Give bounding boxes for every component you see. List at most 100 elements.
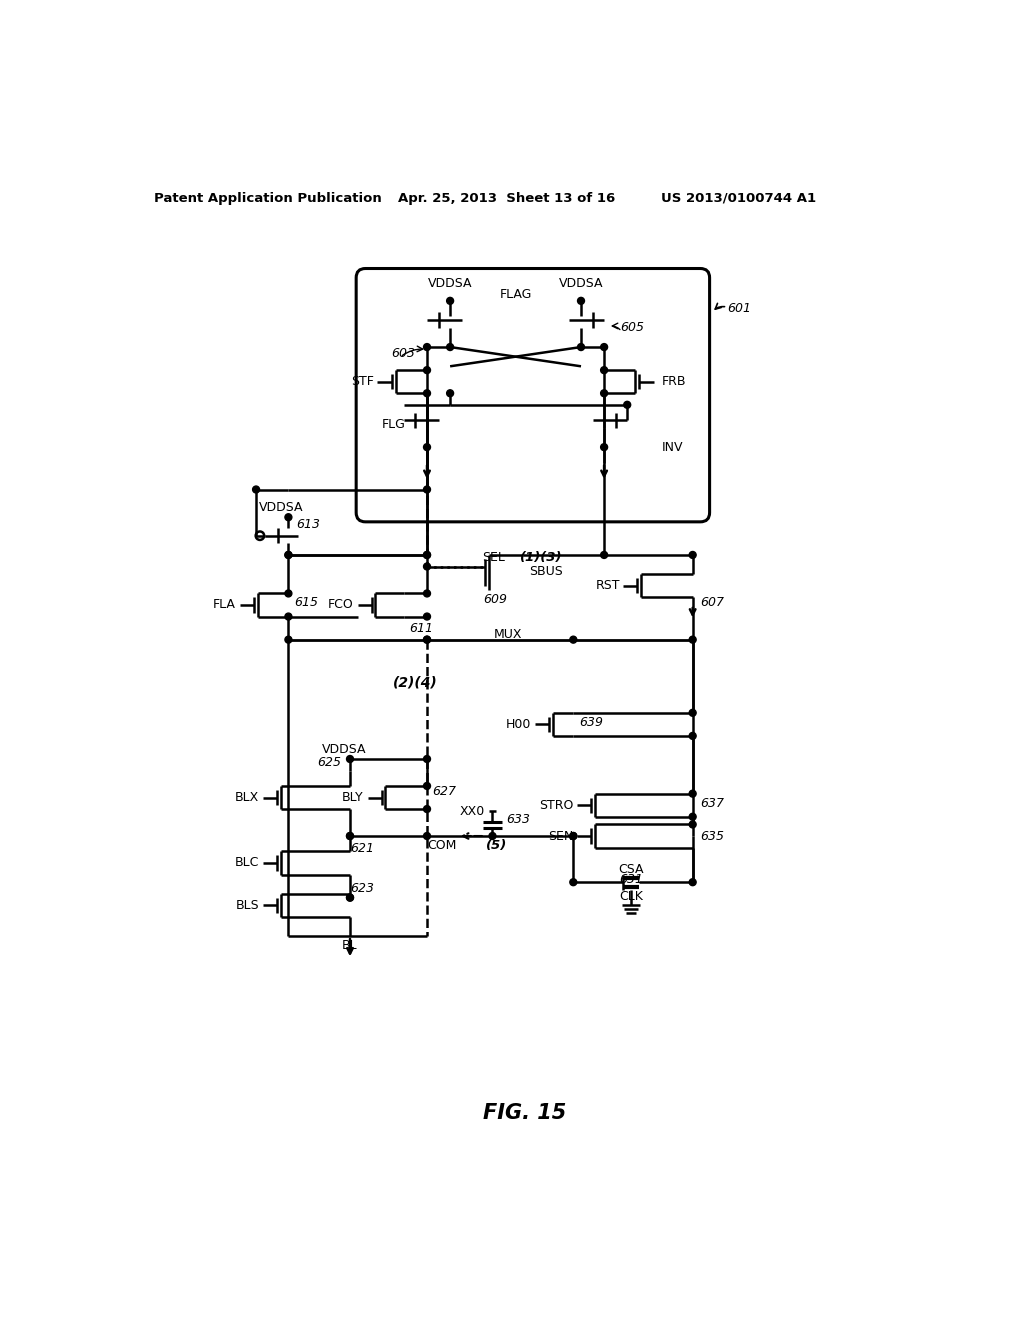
Text: 601: 601 — [727, 302, 752, 315]
Text: 623: 623 — [350, 882, 374, 895]
Text: FLG: FLG — [382, 417, 406, 430]
Circle shape — [569, 833, 577, 840]
Circle shape — [569, 879, 577, 886]
Circle shape — [578, 343, 585, 351]
Circle shape — [424, 389, 430, 397]
Text: STRO: STRO — [539, 799, 573, 812]
Circle shape — [624, 401, 631, 408]
Text: BLX: BLX — [234, 791, 259, 804]
Text: H00: H00 — [506, 718, 531, 731]
Circle shape — [689, 709, 696, 717]
Text: 633: 633 — [506, 813, 530, 825]
Circle shape — [689, 636, 696, 643]
Text: 605: 605 — [621, 321, 644, 334]
Text: 621: 621 — [350, 842, 374, 855]
Circle shape — [424, 783, 430, 789]
Circle shape — [424, 590, 430, 597]
Text: FIG. 15: FIG. 15 — [483, 1104, 566, 1123]
Circle shape — [424, 755, 430, 763]
Text: VDDSA: VDDSA — [559, 277, 603, 289]
Text: STF: STF — [351, 375, 374, 388]
Text: FRB: FRB — [662, 375, 686, 388]
Circle shape — [424, 636, 430, 643]
Text: 603: 603 — [391, 347, 415, 360]
Text: Patent Application Publication: Patent Application Publication — [154, 191, 382, 205]
Circle shape — [424, 564, 430, 570]
Circle shape — [569, 636, 577, 643]
Text: BLC: BLC — [234, 857, 259, 870]
Circle shape — [601, 444, 607, 450]
Text: 627: 627 — [432, 785, 457, 797]
Text: (2)(4): (2)(4) — [393, 675, 438, 689]
Text: 613: 613 — [296, 519, 321, 532]
Circle shape — [285, 612, 292, 620]
Circle shape — [689, 821, 696, 828]
Text: SEL: SEL — [481, 550, 505, 564]
Circle shape — [689, 813, 696, 820]
Circle shape — [689, 791, 696, 797]
Circle shape — [424, 612, 430, 620]
Circle shape — [424, 636, 430, 643]
Circle shape — [601, 552, 607, 558]
Text: XX0: XX0 — [460, 805, 484, 818]
Circle shape — [601, 389, 607, 397]
Text: COM: COM — [427, 838, 457, 851]
Circle shape — [285, 513, 292, 520]
Circle shape — [285, 590, 292, 597]
Circle shape — [569, 833, 577, 840]
Text: Apr. 25, 2013  Sheet 13 of 16: Apr. 25, 2013 Sheet 13 of 16 — [397, 191, 615, 205]
Circle shape — [601, 367, 607, 374]
Text: 615: 615 — [295, 597, 318, 610]
Text: 631: 631 — [620, 874, 643, 887]
Text: FLA: FLA — [213, 598, 237, 611]
Circle shape — [285, 552, 292, 558]
Text: MUX: MUX — [494, 628, 522, 640]
Text: BLY: BLY — [342, 791, 364, 804]
Circle shape — [446, 343, 454, 351]
Circle shape — [689, 552, 696, 558]
Circle shape — [689, 879, 696, 886]
Circle shape — [424, 833, 430, 840]
Text: CLK: CLK — [620, 890, 643, 903]
Circle shape — [578, 297, 585, 305]
Text: FLAG: FLAG — [500, 288, 531, 301]
Text: 639: 639 — [580, 717, 603, 730]
Text: (1)(3): (1)(3) — [520, 550, 562, 564]
Text: FCO: FCO — [328, 598, 354, 611]
Text: VDDSA: VDDSA — [428, 277, 472, 289]
Circle shape — [446, 297, 454, 305]
Text: RST: RST — [596, 579, 621, 593]
Circle shape — [346, 755, 353, 763]
Text: BL: BL — [342, 939, 357, 952]
Circle shape — [424, 552, 430, 558]
Circle shape — [424, 367, 430, 374]
Text: 609: 609 — [483, 593, 507, 606]
Circle shape — [346, 833, 353, 840]
Text: VDDSA: VDDSA — [323, 743, 367, 756]
Text: SBUS: SBUS — [529, 565, 563, 578]
Text: US 2013/0100744 A1: US 2013/0100744 A1 — [662, 191, 816, 205]
Text: 637: 637 — [700, 797, 724, 810]
Circle shape — [346, 833, 353, 840]
Text: 607: 607 — [700, 597, 724, 610]
Circle shape — [424, 343, 430, 351]
Circle shape — [424, 805, 430, 813]
Text: 611: 611 — [410, 622, 433, 635]
Circle shape — [424, 486, 430, 492]
Text: SEN: SEN — [548, 829, 573, 842]
Circle shape — [424, 552, 430, 558]
Text: VDDSA: VDDSA — [259, 502, 304, 515]
FancyBboxPatch shape — [356, 268, 710, 521]
Circle shape — [489, 833, 496, 840]
Text: 625: 625 — [316, 755, 341, 768]
Circle shape — [689, 733, 696, 739]
Circle shape — [601, 343, 607, 351]
Circle shape — [253, 486, 259, 492]
Circle shape — [285, 636, 292, 643]
Text: CSA: CSA — [618, 863, 644, 876]
Text: 635: 635 — [700, 829, 724, 842]
Circle shape — [285, 552, 292, 558]
Circle shape — [446, 389, 454, 397]
Circle shape — [346, 894, 353, 902]
Circle shape — [346, 894, 353, 902]
